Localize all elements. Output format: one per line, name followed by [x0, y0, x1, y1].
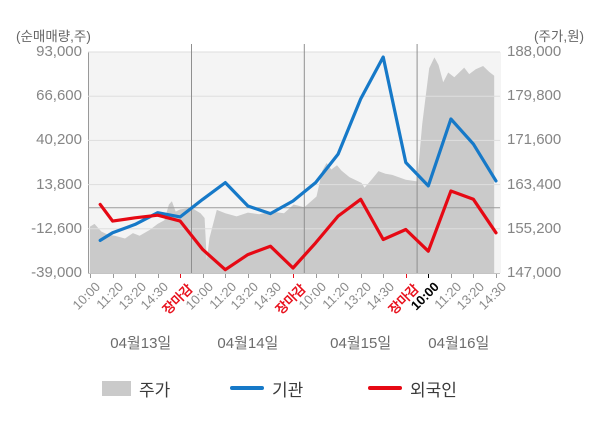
date-label: 04월16일 [428, 335, 490, 352]
legend-label: 외국인 [410, 380, 457, 400]
x-tick-mark [315, 274, 317, 278]
left-tick-label: 13,800 [36, 175, 82, 193]
x-tick-mark [496, 274, 497, 278]
legend: 주가 기관 외국인 [0, 374, 600, 402]
x-tick-mark [90, 274, 91, 278]
right-tick-label: 147,000 [507, 264, 562, 281]
date-label: 04월14일 [217, 335, 279, 352]
left-tick-label: -12,600 [31, 219, 82, 237]
left-tick-label: 93,000 [36, 43, 82, 60]
x-tick-mark [225, 274, 227, 278]
left-tick-label: 40,200 [36, 131, 82, 149]
x-tick-mark [428, 274, 430, 278]
left-axis-caption: (순매매량,주) [16, 29, 91, 44]
x-tick-mark [180, 274, 182, 278]
x-axis-line [88, 273, 500, 274]
legend-line-swatch [368, 386, 402, 390]
x-tick-mark [450, 274, 452, 278]
right-tick-label: 188,000 [507, 43, 562, 60]
x-tick-mark [383, 274, 385, 278]
right-tick-label: 179,800 [507, 87, 562, 105]
x-tick-mark [247, 274, 249, 278]
x-tick-mark [293, 274, 294, 278]
legend-item-주가: 주가 [102, 374, 170, 402]
x-tick-mark [360, 274, 362, 278]
x-tick-mark [202, 274, 204, 278]
right-axis-caption: (주가,원) [533, 29, 584, 44]
right-tick-label: 171,600 [507, 131, 562, 149]
institution-line [98, 55, 498, 242]
left-tick-label: -39,000 [31, 264, 82, 281]
left-tick-label: 66,600 [36, 87, 82, 105]
date-label: 04월13일 [110, 335, 172, 352]
date-label: 04월15일 [330, 335, 392, 352]
x-tick-mark [135, 274, 137, 278]
legend-area-swatch [102, 380, 131, 396]
right-tick-label: 163,400 [507, 175, 562, 193]
right-tick-label: 155,200 [507, 219, 562, 237]
legend-item-외국인: 외국인 [368, 374, 457, 402]
x-tick-mark [405, 274, 407, 278]
x-tick-mark [270, 274, 272, 278]
legend-line-swatch [230, 386, 264, 390]
legend-item-기관: 기관 [230, 374, 303, 402]
x-tick-mark [112, 274, 114, 278]
legend-label: 기관 [272, 380, 304, 400]
x-tick-mark [157, 274, 159, 278]
foreigner-line [98, 189, 498, 272]
x-tick-mark [338, 274, 340, 278]
x-tick-mark [473, 274, 475, 278]
chart-canvas [88, 44, 500, 274]
legend-label: 주가 [139, 380, 171, 400]
